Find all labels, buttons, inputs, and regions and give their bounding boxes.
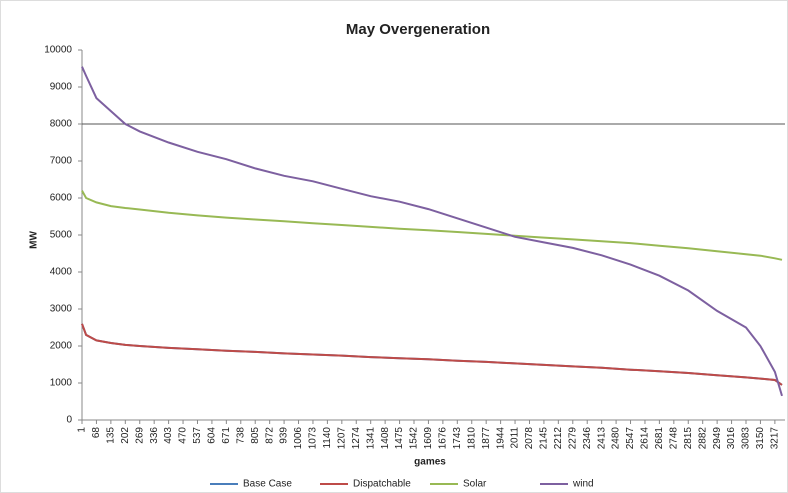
x-tick-label: 1609 — [423, 427, 434, 450]
x-tick-label: 135 — [106, 427, 117, 444]
x-tick-label: 1006 — [293, 427, 304, 450]
x-tick-label: 1475 — [394, 427, 405, 450]
x-tick-label: 470 — [178, 427, 189, 444]
x-tick-label: 403 — [163, 427, 174, 444]
y-tick-label: 4000 — [50, 267, 73, 278]
y-tick-label: 5000 — [50, 230, 73, 241]
x-tick-label: 2279 — [567, 427, 578, 450]
x-tick-label: 1676 — [438, 427, 449, 450]
x-tick-label: 805 — [250, 427, 261, 444]
legend-label: Base Case — [243, 479, 292, 490]
x-tick-label: 1073 — [308, 427, 319, 450]
x-tick-label: 2346 — [582, 427, 593, 450]
x-tick-label: 1743 — [452, 427, 463, 450]
x-tick-label: 202 — [120, 427, 131, 444]
x-tick-label: 2815 — [683, 427, 694, 450]
x-tick-label: 1877 — [481, 427, 492, 450]
x-tick-label: 3083 — [741, 427, 752, 450]
x-tick-label: 3217 — [770, 427, 781, 450]
x-tick-label: 3150 — [755, 427, 766, 450]
x-tick-label: 2413 — [596, 427, 607, 450]
x-tick-label: 269 — [134, 427, 145, 444]
x-tick-label: 2011 — [510, 427, 521, 449]
x-tick-label: 2547 — [625, 427, 636, 450]
legend-label: Dispatchable — [353, 479, 411, 490]
legend-label: Solar — [463, 479, 487, 490]
x-tick-label: 1341 — [365, 427, 376, 450]
x-tick-label: 1 — [77, 427, 88, 433]
x-tick-label: 68 — [91, 427, 102, 439]
x-tick-label: 1944 — [495, 427, 506, 450]
x-tick-label: 336 — [149, 427, 160, 444]
x-axis-label: games — [414, 457, 446, 468]
x-tick-label: 2681 — [654, 427, 665, 450]
series-line — [81, 323, 783, 386]
x-tick-label: 1140 — [322, 427, 333, 449]
y-tick-label: 6000 — [50, 193, 73, 204]
y-tick-label: 9000 — [50, 82, 73, 93]
x-tick-label: 2882 — [697, 427, 708, 450]
y-tick-label: 8000 — [50, 119, 73, 130]
y-tick-label: 0 — [66, 415, 72, 426]
x-tick-label: 537 — [192, 427, 203, 444]
series-line — [81, 190, 783, 261]
x-tick-label: 2949 — [712, 427, 723, 450]
x-tick-label: 604 — [207, 427, 218, 444]
y-tick-label: 7000 — [50, 156, 73, 167]
x-tick-label: 1207 — [336, 427, 347, 450]
y-tick-label: 10000 — [44, 45, 72, 56]
x-tick-label: 2614 — [640, 427, 651, 450]
x-tick-label: 2480 — [611, 427, 622, 450]
y-axis-label: MW — [29, 231, 40, 249]
x-tick-label: 872 — [264, 427, 275, 444]
x-tick-label: 2078 — [524, 427, 535, 450]
legend-label: wind — [572, 479, 594, 490]
y-tick-label: 3000 — [50, 304, 73, 315]
x-tick-label: 1274 — [351, 427, 362, 450]
x-tick-label: 3016 — [726, 427, 737, 450]
y-tick-label: 2000 — [50, 341, 73, 352]
x-tick-label: 2212 — [553, 427, 564, 450]
y-tick-label: 1000 — [50, 378, 73, 389]
x-tick-label: 2145 — [539, 427, 550, 450]
x-tick-label: 939 — [279, 427, 290, 444]
x-tick-label: 1408 — [380, 427, 391, 450]
x-tick-label: 1542 — [409, 427, 420, 450]
x-tick-label: 671 — [221, 427, 232, 444]
series-line — [81, 66, 783, 397]
x-tick-label: 1810 — [466, 427, 477, 450]
chart-title: May Overgeneration — [346, 21, 490, 38]
x-tick-label: 738 — [235, 427, 246, 444]
x-tick-label: 2748 — [668, 427, 679, 450]
